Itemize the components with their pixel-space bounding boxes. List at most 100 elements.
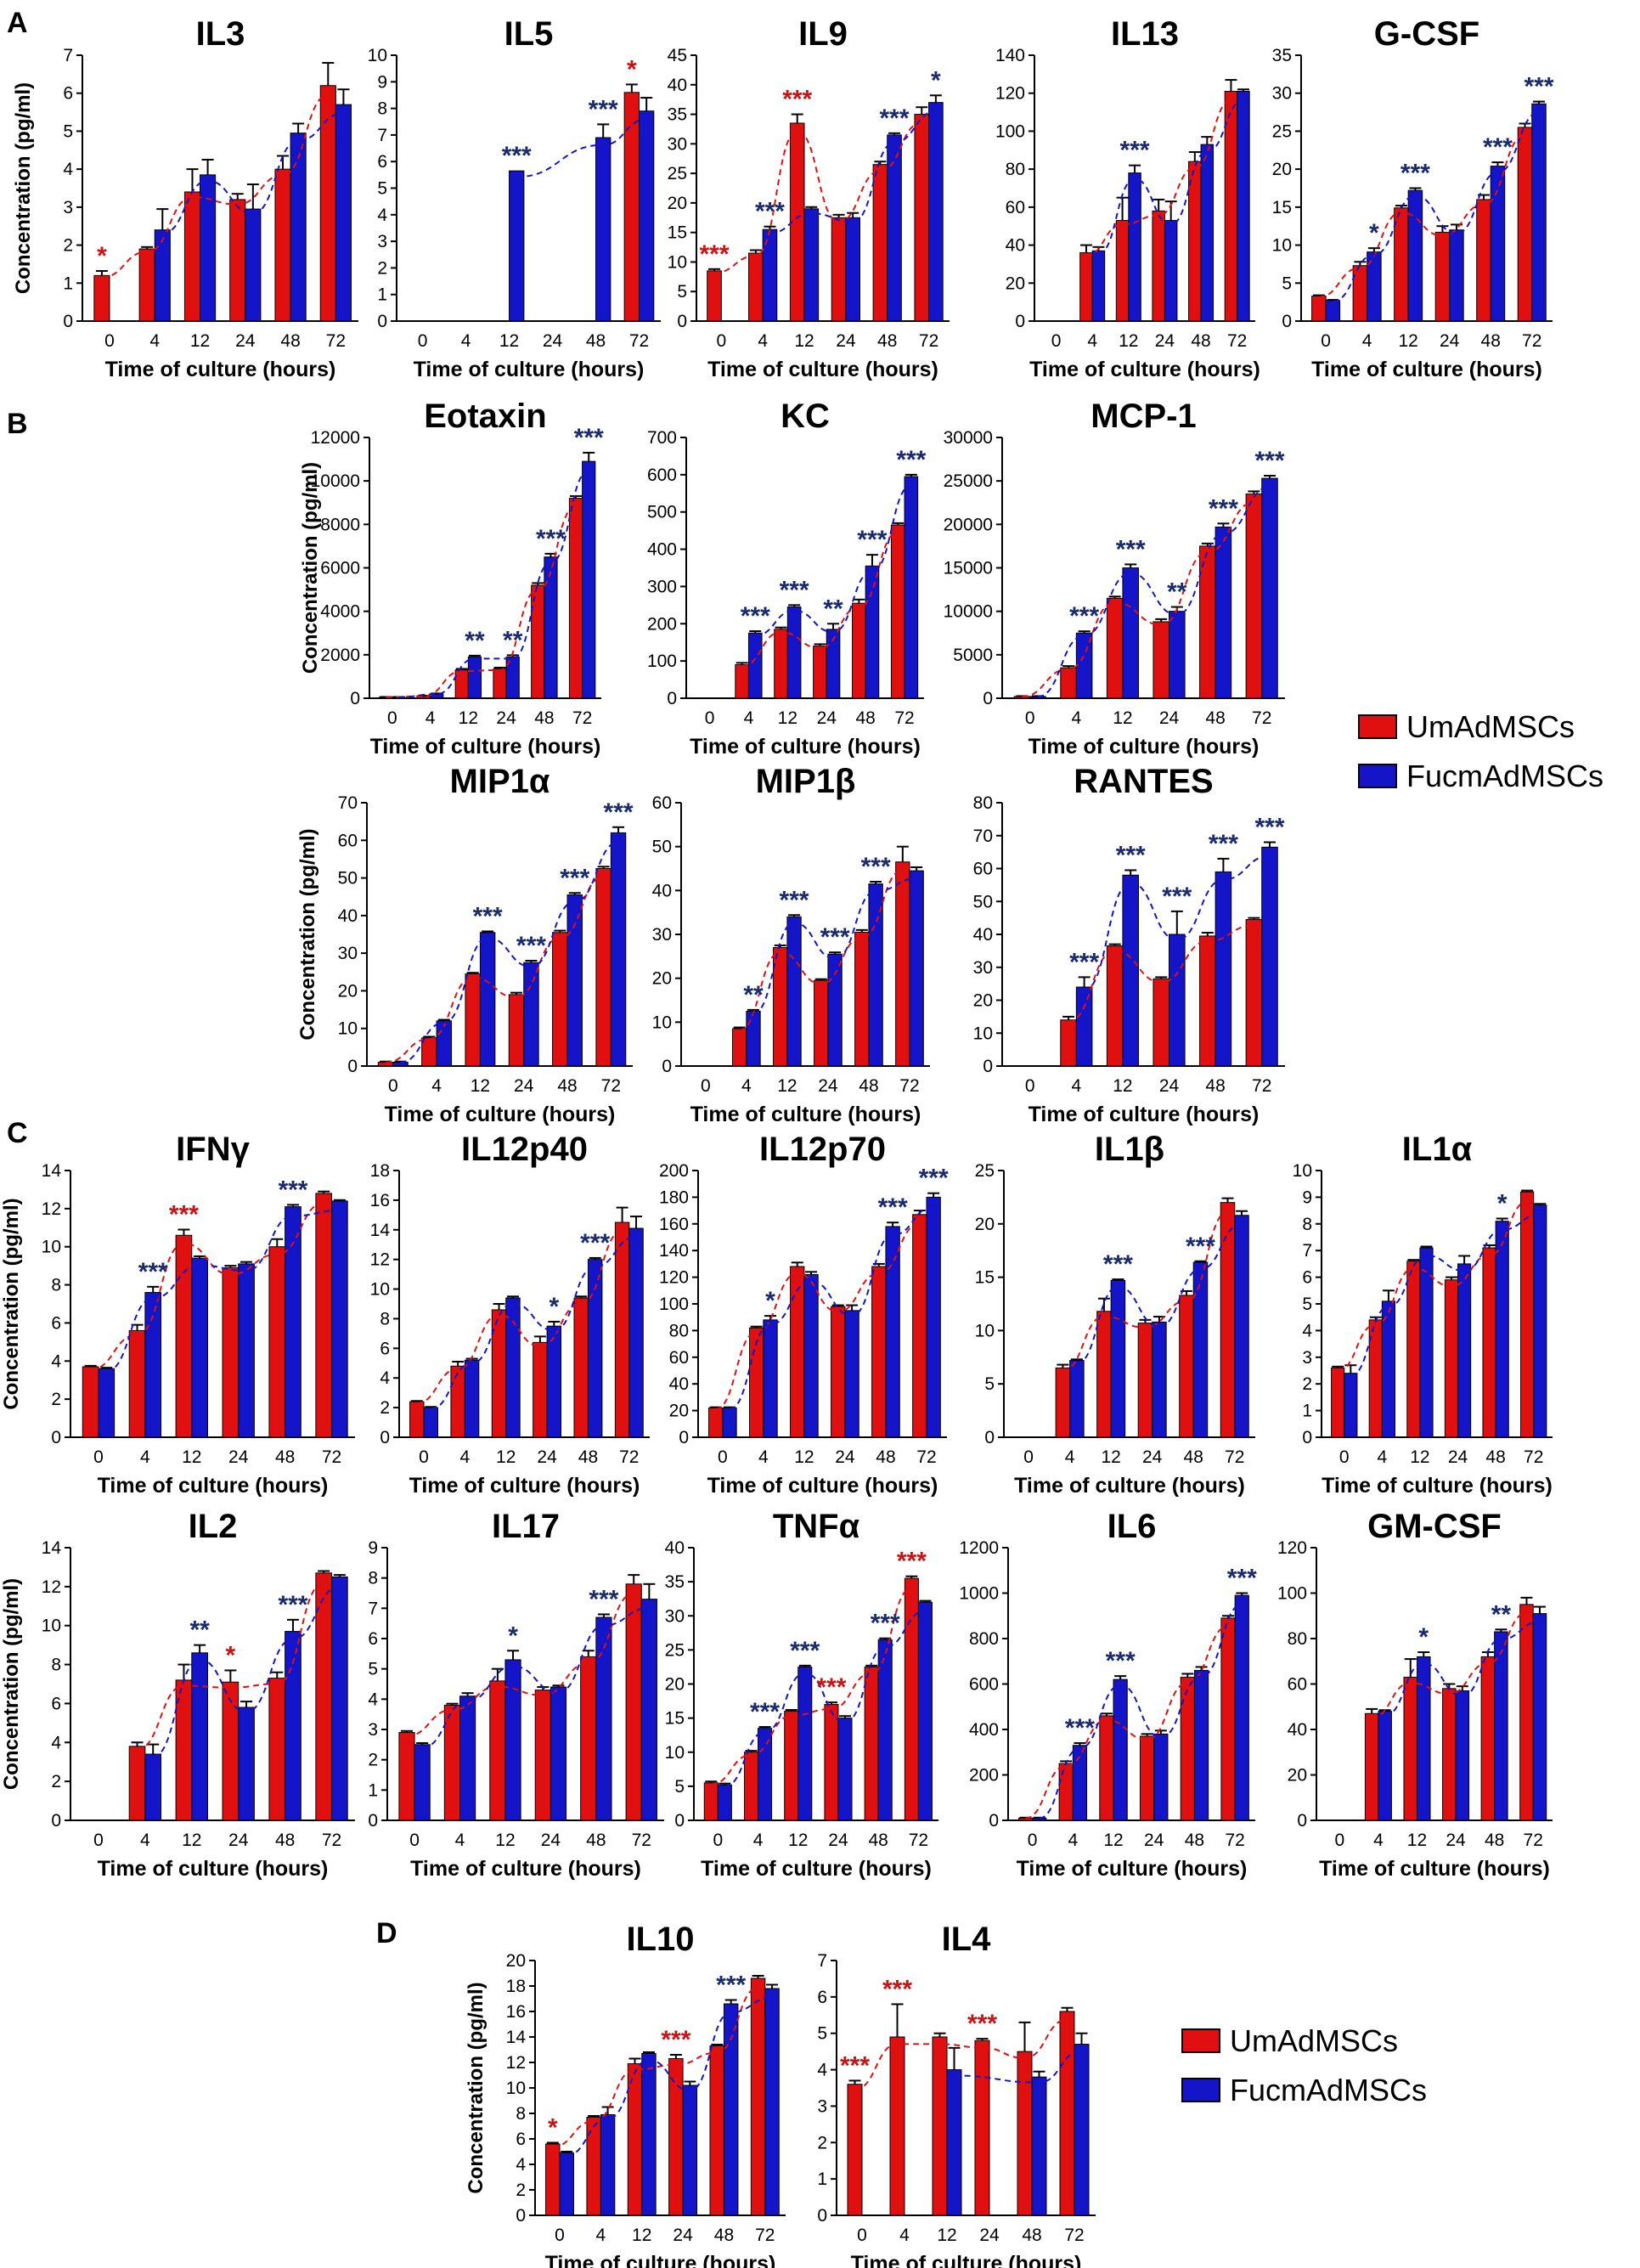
- y-tick-label: 80: [973, 793, 993, 813]
- y-tick-label: 0: [983, 689, 993, 708]
- trend-line-fucm: [1084, 855, 1271, 991]
- x-tick-label: 12: [499, 331, 519, 351]
- bar-um: [1480, 1656, 1496, 1821]
- y-tick-label: 8: [51, 1276, 61, 1295]
- y-tick-label: 6: [380, 1339, 390, 1358]
- bar-fucm: [786, 606, 802, 699]
- bar-fucm: [467, 656, 482, 699]
- y-tick-label: 18: [506, 1977, 526, 1996]
- bar-fucm: [803, 208, 820, 322]
- y-tick-label: 15: [665, 1709, 685, 1729]
- significance-marker: ***: [574, 424, 604, 452]
- y-tick-label: 16: [506, 2002, 526, 2022]
- bar-um: [1220, 1202, 1236, 1438]
- x-tick-label: 72: [322, 1831, 341, 1850]
- x-tick-label: 48: [586, 1831, 606, 1850]
- x-tick-label: 4: [741, 1076, 752, 1096]
- y-tick-label: 0: [1297, 1811, 1307, 1831]
- x-tick-label: 72: [629, 331, 649, 351]
- y-tick-label: 1200: [959, 1538, 999, 1558]
- bar-fucm: [610, 832, 627, 1067]
- x-tick-label: 12: [459, 708, 478, 728]
- y-tick-label: 2: [817, 2133, 827, 2152]
- y-tick-label: 30: [652, 925, 672, 945]
- y-axis-label: Concentration (pg/ml): [0, 1198, 23, 1409]
- bar-um: [890, 524, 905, 699]
- bar-fucm: [1069, 1360, 1085, 1438]
- x-tick-label: 12: [182, 1447, 201, 1467]
- significance-marker: ***: [1227, 1565, 1257, 1593]
- bar-um: [595, 868, 611, 1067]
- bar-fucm: [928, 102, 944, 322]
- bar-um: [627, 2063, 643, 2216]
- bar-fucm: [335, 104, 352, 322]
- x-axis-label: Time of culture (hours): [545, 2252, 776, 2268]
- y-tick-label: 100: [659, 1295, 689, 1314]
- y-tick-label: 0: [677, 312, 687, 331]
- bar-fucm: [238, 1707, 255, 1821]
- bar-fucm: [639, 110, 655, 322]
- significance-marker: ***: [750, 1698, 780, 1726]
- y-tick-label: 25: [665, 1640, 685, 1660]
- x-tick-label: 12: [496, 1447, 516, 1467]
- bar-fucm: [464, 1359, 480, 1438]
- chart-title: MIP1α: [450, 763, 550, 800]
- y-tick-label: 10: [973, 1024, 993, 1043]
- y-tick-label: 80: [669, 1321, 689, 1340]
- significance-marker: *: [1418, 1623, 1429, 1651]
- x-axis-label: Time of culture (hours): [690, 1103, 921, 1126]
- x-tick-label: 12: [1101, 1447, 1120, 1467]
- x-tick-label: 72: [1524, 1447, 1543, 1467]
- y-tick-label: 400: [647, 540, 677, 560]
- bar-um: [707, 1407, 724, 1438]
- significance-marker: ***: [169, 1201, 199, 1229]
- bar-um: [623, 92, 640, 322]
- y-tick-label: 25: [668, 164, 687, 183]
- bar-fucm: [641, 2053, 657, 2216]
- bar-fucm: [1234, 1215, 1249, 1438]
- bar-um: [1245, 494, 1263, 699]
- x-tick-label: 48: [534, 708, 554, 728]
- x-tick-label: 72: [909, 1831, 928, 1850]
- bar-fucm: [827, 953, 843, 1067]
- y-tick-label: 140: [995, 46, 1025, 65]
- x-tick-label: 4: [758, 331, 768, 351]
- bar-um: [545, 2143, 561, 2216]
- x-tick-label: 0: [93, 1447, 104, 1467]
- bar-um: [409, 1401, 425, 1438]
- bar-fucm: [1455, 1690, 1470, 1821]
- y-tick-label: 60: [1006, 198, 1025, 217]
- bar-um: [1364, 1712, 1379, 1821]
- y-tick-label: 5: [377, 179, 387, 199]
- bar-um: [1140, 1735, 1155, 1821]
- x-tick-label: 48: [1022, 2226, 1041, 2245]
- bar-fucm: [154, 229, 171, 322]
- bar-um: [1224, 90, 1238, 322]
- x-tick-label: 4: [140, 1831, 150, 1850]
- y-tick-label: 60: [338, 831, 358, 850]
- bar-um: [1434, 231, 1451, 322]
- x-axis-label: Time of culture (hours): [1029, 358, 1260, 381]
- bar-um: [625, 1583, 642, 1821]
- trend-line-fucm: [106, 1210, 340, 1373]
- x-axis-label: Time of culture (hours): [707, 358, 938, 381]
- bar-um: [377, 1062, 394, 1067]
- x-tick-label: 4: [1373, 1831, 1384, 1850]
- y-tick-label: 10: [42, 1616, 61, 1636]
- y-tick-label: 7: [368, 1599, 378, 1618]
- significance-marker: ***: [1254, 447, 1284, 475]
- y-tick-label: 8: [516, 2104, 526, 2124]
- chart-title: IL1β: [1095, 1131, 1164, 1168]
- y-tick-label: 12: [370, 1250, 390, 1270]
- x-tick-label: 72: [919, 331, 938, 351]
- bar-um: [1106, 945, 1124, 1067]
- bar-fucm: [717, 1784, 732, 1821]
- bar-fucm: [245, 208, 262, 322]
- trend-line-um: [1068, 924, 1254, 1023]
- trend-line-fucm: [752, 877, 917, 1014]
- bar-fucm: [504, 1659, 521, 1821]
- bar-um: [854, 931, 870, 1067]
- significance-marker: *: [1369, 219, 1379, 247]
- x-tick-label: 48: [280, 331, 300, 351]
- y-tick-label: 50: [652, 838, 672, 857]
